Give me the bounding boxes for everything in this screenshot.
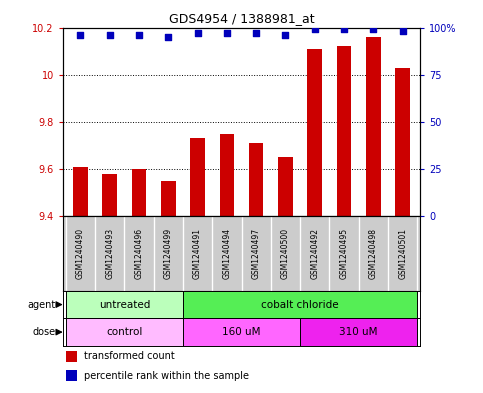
Point: [369, 26, 377, 33]
Text: GSM1240493: GSM1240493: [105, 228, 114, 279]
Bar: [337, 46, 351, 216]
Point: [311, 26, 319, 33]
Point: [135, 32, 143, 38]
Text: GSM1240491: GSM1240491: [193, 228, 202, 279]
Text: 310 uM: 310 uM: [340, 327, 378, 337]
Title: GDS4954 / 1388981_at: GDS4954 / 1388981_at: [169, 12, 314, 25]
Text: dose: dose: [32, 327, 56, 337]
Point: [399, 28, 407, 35]
Bar: [66, 291, 183, 318]
Text: GSM1240499: GSM1240499: [164, 228, 173, 279]
Point: [194, 30, 201, 36]
Text: control: control: [106, 327, 142, 337]
Point: [223, 30, 231, 36]
Bar: [220, 134, 234, 216]
Bar: [183, 291, 417, 318]
Bar: [395, 68, 410, 216]
Point: [106, 32, 114, 38]
Bar: [132, 169, 146, 216]
Bar: [66, 370, 77, 381]
Point: [252, 30, 260, 36]
Text: untreated: untreated: [99, 299, 150, 310]
Text: GSM1240494: GSM1240494: [222, 228, 231, 279]
Bar: [66, 351, 77, 362]
Text: GSM1240496: GSM1240496: [134, 228, 143, 279]
Text: transformed count: transformed count: [84, 351, 175, 361]
Bar: [307, 49, 322, 216]
Bar: [183, 318, 300, 346]
Text: GSM1240498: GSM1240498: [369, 228, 378, 279]
Text: percentile rank within the sample: percentile rank within the sample: [84, 371, 249, 381]
Text: GSM1240500: GSM1240500: [281, 228, 290, 279]
Text: GSM1240490: GSM1240490: [76, 228, 85, 279]
Text: agent: agent: [28, 299, 56, 310]
Bar: [190, 138, 205, 216]
Text: GSM1240492: GSM1240492: [310, 228, 319, 279]
Text: 160 uM: 160 uM: [222, 327, 261, 337]
Point: [340, 26, 348, 33]
Point: [164, 34, 172, 40]
Bar: [300, 318, 417, 346]
Bar: [278, 157, 293, 216]
Bar: [249, 143, 263, 216]
Bar: [102, 174, 117, 216]
Text: cobalt chloride: cobalt chloride: [261, 299, 339, 310]
Point: [76, 32, 84, 38]
Text: GSM1240501: GSM1240501: [398, 228, 407, 279]
Text: GSM1240495: GSM1240495: [340, 228, 349, 279]
Bar: [66, 318, 183, 346]
Text: GSM1240497: GSM1240497: [252, 228, 261, 279]
Bar: [366, 37, 381, 216]
Bar: [73, 167, 88, 216]
Point: [282, 32, 289, 38]
Bar: [161, 181, 176, 216]
